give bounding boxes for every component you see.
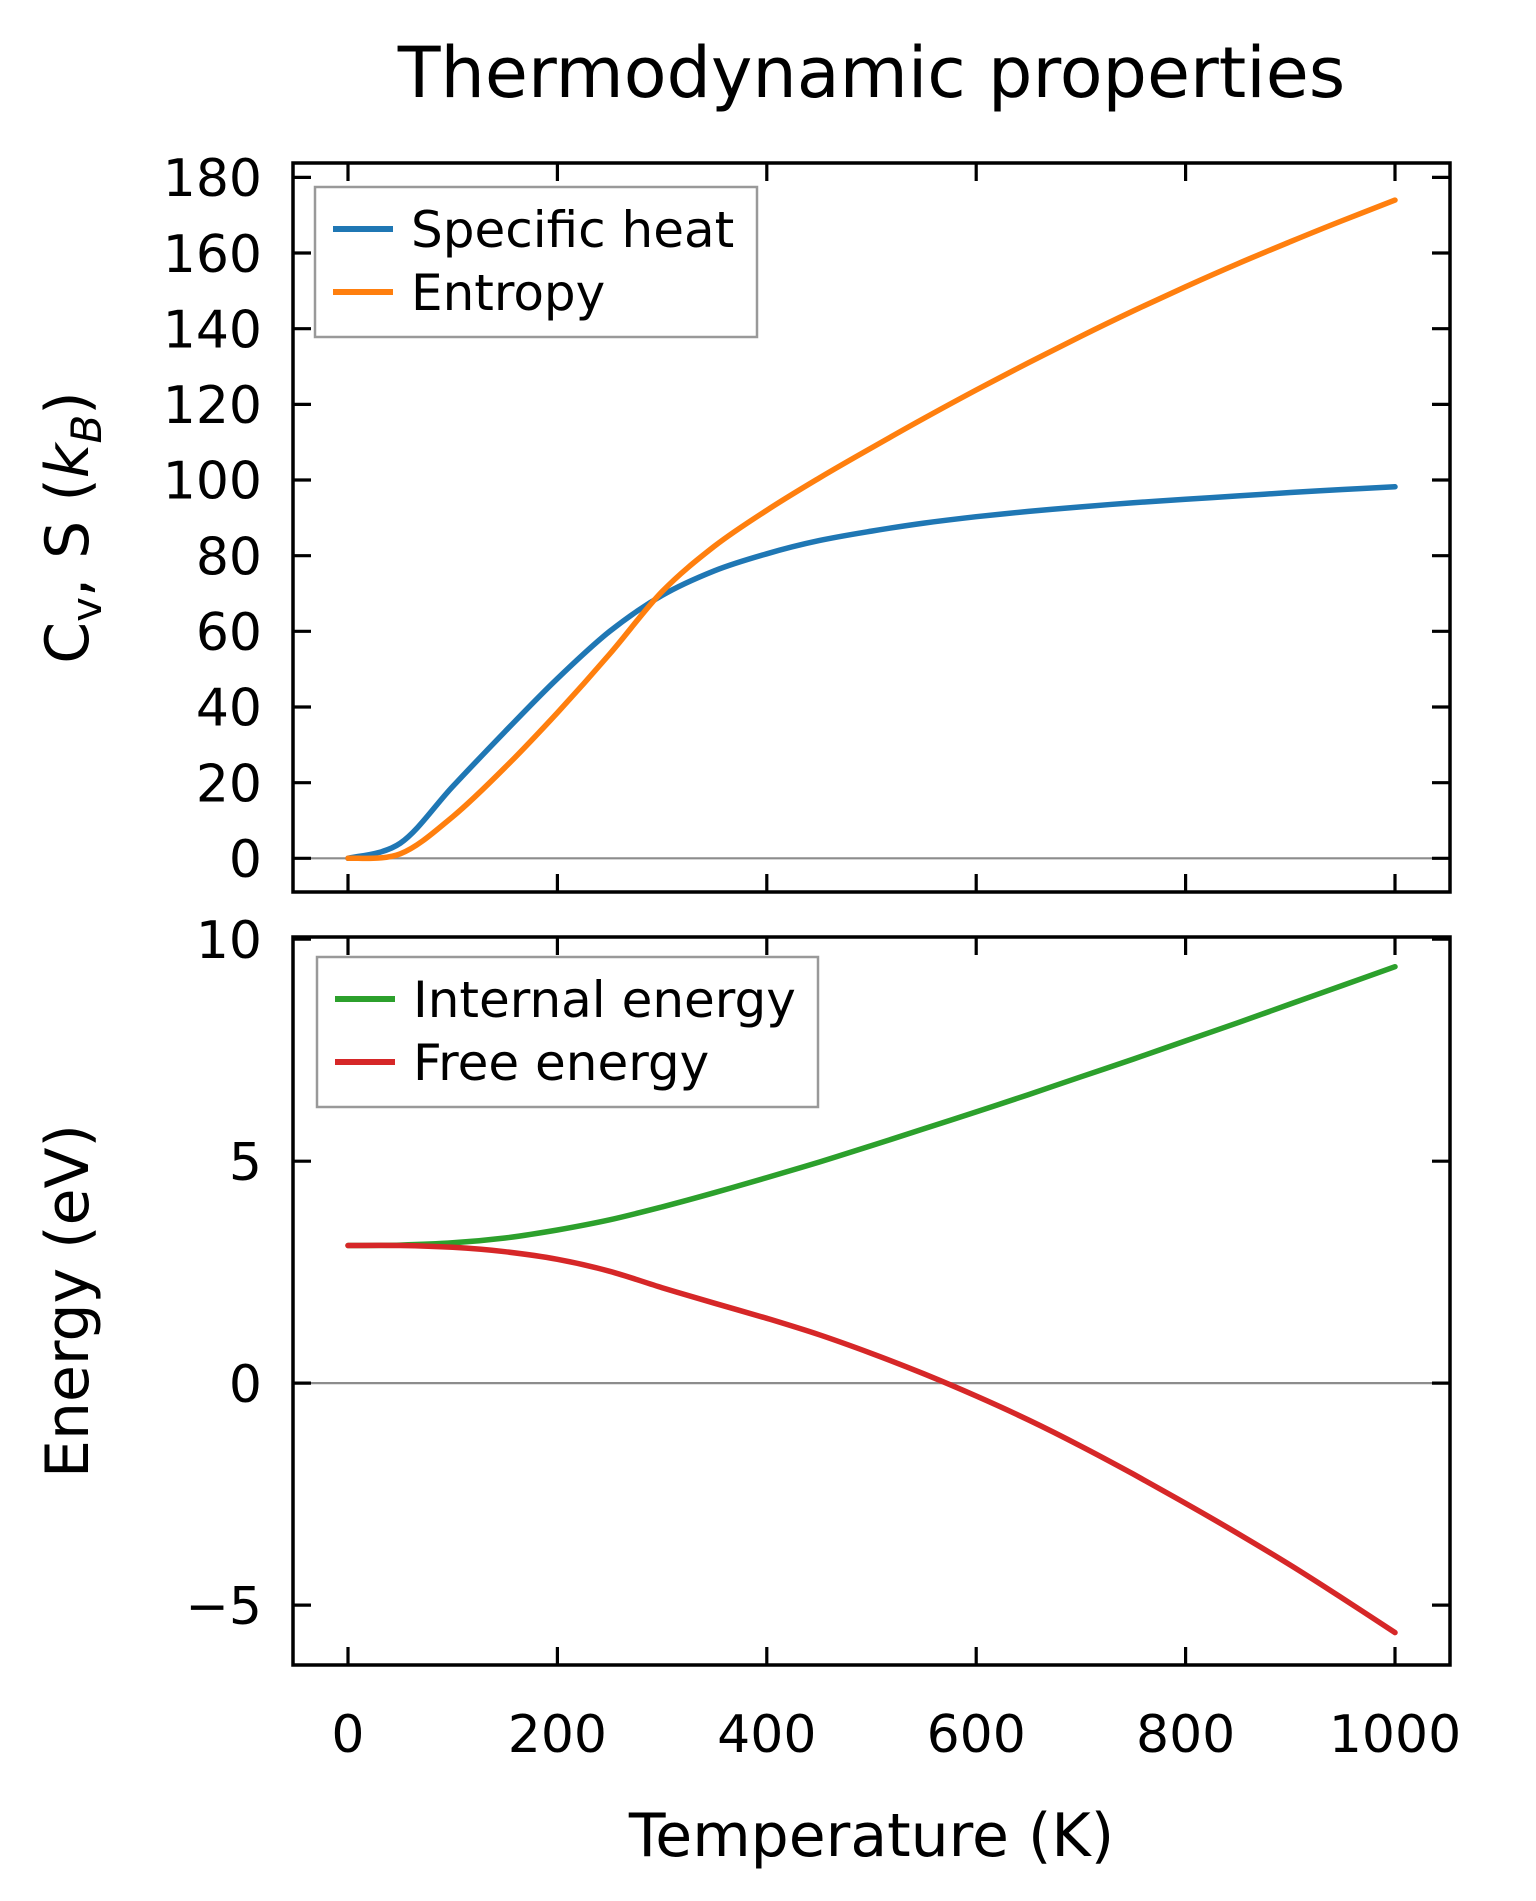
y-tick-label: 140	[163, 300, 262, 360]
subplot-heat-entropy: 0 20 40 60 80 100 120 140 160 180 Cv, S (kB) Specif…	[33, 149, 1452, 894]
curve-specific-heat	[345, 484, 1398, 862]
y-tick-label: 160	[163, 225, 262, 285]
x-tick-label: 0	[331, 1705, 364, 1765]
y-tick-label: 40	[196, 679, 262, 739]
figure-title: Thermodynamic properties	[397, 32, 1345, 114]
x-tick-label: 200	[508, 1705, 607, 1765]
x-tick-label: 1000	[1329, 1705, 1461, 1765]
x-tick-label: 800	[1136, 1705, 1235, 1765]
x-tick-label: 600	[927, 1705, 1026, 1765]
curve-entropy	[345, 197, 1398, 862]
curve-free-energy	[345, 1242, 1398, 1636]
legend-label-specific-heat: Specific heat	[411, 201, 734, 259]
y-axis-label: Energy (eV)	[33, 1124, 103, 1478]
x-tick-label: 400	[717, 1705, 816, 1765]
y-tick-label: 100	[163, 452, 262, 512]
y-tick-labels: 0 20 40 60 80 100 120 140 160 180	[163, 149, 262, 890]
legend-label-internal-energy: Internal energy	[413, 971, 796, 1029]
y-tick-label: 180	[163, 149, 262, 209]
x-tick-labels: 0 200 400 600 800 1000	[331, 1705, 1461, 1765]
y-axis-label: Cv, S (kB)	[33, 391, 111, 663]
legend-label-free-energy: Free energy	[413, 1034, 709, 1092]
x-axis-label: Temperature (K)	[628, 1801, 1114, 1871]
y-tick-labels: −5 0 5 10	[185, 911, 262, 1637]
subplot-energy: −5 0 5 10 0 200 400 600 800 1000 Energy (eV) Temper…	[33, 911, 1461, 1871]
y-tick-label: 80	[196, 527, 262, 587]
plot-border	[291, 161, 1452, 894]
curve-internal-energy	[345, 963, 1398, 1249]
legend-box	[313, 185, 759, 339]
y-tick-label: 20	[196, 754, 262, 814]
y-tick-label: 120	[163, 376, 262, 436]
legend-box	[315, 955, 820, 1109]
axis-ticks	[293, 937, 1450, 1665]
y-tick-label: 10	[196, 911, 262, 971]
legend-label-entropy: Entropy	[411, 264, 605, 322]
y-tick-label: 0	[229, 1355, 262, 1415]
y-tick-label: −5	[185, 1577, 262, 1637]
y-tick-label: 0	[229, 830, 262, 890]
y-tick-label: 5	[229, 1133, 262, 1193]
plot-border	[291, 935, 1452, 1667]
axis-ticks	[293, 163, 1450, 892]
y-tick-label: 60	[196, 603, 262, 663]
